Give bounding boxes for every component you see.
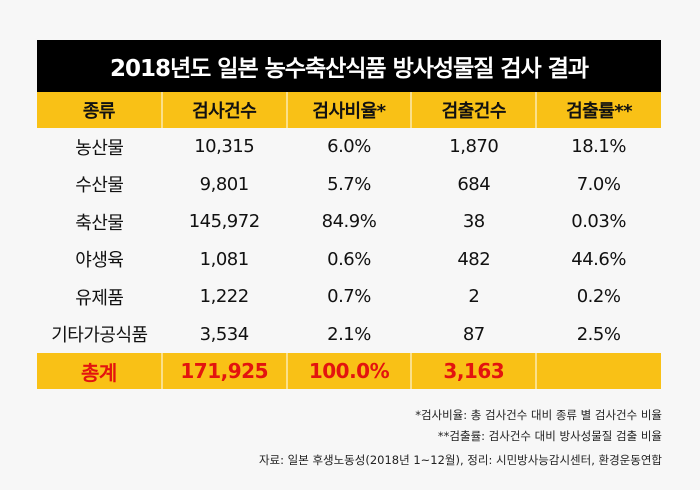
table-cell: 총계 xyxy=(37,353,162,389)
table-cell: 1,870 xyxy=(449,136,499,158)
table-cell: 6.0% xyxy=(327,136,371,158)
table-cell: 482 xyxy=(457,248,491,270)
table-cell: 2 xyxy=(468,286,480,308)
table-cell: 10,315 xyxy=(194,136,255,158)
table-cell: 145,972 xyxy=(188,211,260,233)
table-row: 유제품 1,222 0.7% 2 0.2% xyxy=(37,278,661,316)
table-cell: 18.1% xyxy=(571,136,626,158)
table-row: 기타가공식품 3,534 2.1% 87 2.5% xyxy=(37,316,661,354)
table-cell: 종류 xyxy=(37,92,162,128)
table-cell: 5.7% xyxy=(327,173,371,195)
table-cell: 유제품 xyxy=(75,287,124,309)
source-note: 자료: 일본 후생노동성(2018년 1~12월), 정리: 시민방사능감시센터… xyxy=(258,453,662,467)
table-cell: 84.9% xyxy=(321,211,377,233)
table-cell: 검출건수 xyxy=(410,92,537,128)
table-cell: 0.03% xyxy=(571,211,626,233)
table-row: 축산물 145,972 84.9% 38 0.03% xyxy=(37,203,661,241)
table-cell: 44.6% xyxy=(571,248,626,270)
table-cell: 7.0% xyxy=(576,173,621,195)
table-row: 수산물 9,801 5.7% 684 7.0% xyxy=(37,166,661,204)
table-total-row: 총계 171,925 100.0% 3,163 xyxy=(37,353,661,389)
table-cell: 9,801 xyxy=(199,173,250,195)
page-title: 2018년도 일본 농수축산식품 방사성물질 검사 결과 xyxy=(37,40,661,92)
table-cell: 축산물 xyxy=(75,212,124,234)
footnote-detection-rate: **검출률: 검사건수 대비 방사성물질 검출 비율 xyxy=(437,429,662,443)
table-cell: 0.7% xyxy=(327,286,371,308)
table-cell: 3,534 xyxy=(199,323,250,345)
table-cell xyxy=(535,353,661,389)
table-cell: 검사건수 xyxy=(160,92,287,128)
table-cell: 2.1% xyxy=(327,323,371,345)
table-header-row: 종류 검사건수 검사비율* 검출건수 검출률** xyxy=(37,92,661,128)
table-row: 야생육 1,081 0.6% 482 44.6% xyxy=(37,241,661,279)
table-cell: 야생육 xyxy=(75,250,124,272)
table-cell: 1,081 xyxy=(199,248,250,270)
table-cell: 기타가공식품 xyxy=(51,325,148,347)
table-cell: 100.0% xyxy=(285,353,412,389)
table-cell: 검출률** xyxy=(535,92,661,128)
table-cell: 2.5% xyxy=(576,323,621,345)
footnotes: *검사비율: 총 검사건수 대비 종류 별 검사건수 비율 **검출률: 검사건… xyxy=(415,405,662,447)
results-table: 종류 검사건수 검사비율* 검출건수 검출률** 농산물 10,315 6.0% 1,870 18… xyxy=(37,92,661,389)
table-cell: 0.6% xyxy=(327,248,371,270)
table-cell: 검사비율* xyxy=(285,92,412,128)
table-cell: 684 xyxy=(457,173,491,195)
table-cell: 171,925 xyxy=(160,353,287,389)
table-cell: 87 xyxy=(462,323,485,345)
table-cell: 수산물 xyxy=(75,175,124,197)
table-cell: 38 xyxy=(462,211,485,233)
table-cell: 0.2% xyxy=(576,286,621,308)
table-row: 농산물 10,315 6.0% 1,870 18.1% xyxy=(37,128,661,166)
table-cell: 3,163 xyxy=(410,353,537,389)
table-cell: 1,222 xyxy=(199,286,250,308)
table-cell: 농산물 xyxy=(75,137,124,159)
footnote-ratio: *검사비율: 총 검사건수 대비 종류 별 검사건수 비율 xyxy=(415,408,662,422)
